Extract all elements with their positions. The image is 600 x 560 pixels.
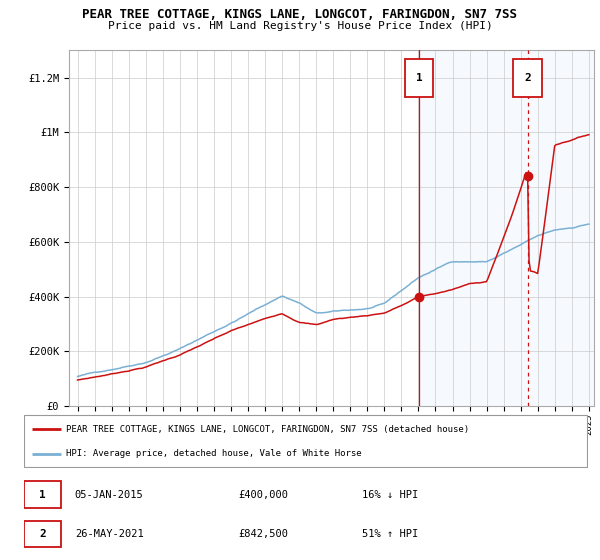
Text: 2: 2 bbox=[39, 529, 46, 539]
Text: Price paid vs. HM Land Registry's House Price Index (HPI): Price paid vs. HM Land Registry's House … bbox=[107, 21, 493, 31]
FancyBboxPatch shape bbox=[24, 520, 61, 548]
Text: 1: 1 bbox=[416, 73, 422, 83]
Text: 05-JAN-2015: 05-JAN-2015 bbox=[75, 490, 143, 500]
Bar bbox=[419, 50, 600, 406]
Text: 26-MAY-2021: 26-MAY-2021 bbox=[75, 529, 143, 539]
FancyBboxPatch shape bbox=[514, 59, 542, 97]
Text: PEAR TREE COTTAGE, KINGS LANE, LONGCOT, FARINGDON, SN7 7SS: PEAR TREE COTTAGE, KINGS LANE, LONGCOT, … bbox=[83, 8, 517, 21]
FancyBboxPatch shape bbox=[24, 415, 587, 467]
Text: £842,500: £842,500 bbox=[238, 529, 289, 539]
Text: PEAR TREE COTTAGE, KINGS LANE, LONGCOT, FARINGDON, SN7 7SS (detached house): PEAR TREE COTTAGE, KINGS LANE, LONGCOT, … bbox=[66, 425, 469, 434]
Text: 51% ↑ HPI: 51% ↑ HPI bbox=[362, 529, 419, 539]
FancyBboxPatch shape bbox=[405, 59, 433, 97]
Text: £400,000: £400,000 bbox=[238, 490, 289, 500]
Text: 2: 2 bbox=[524, 73, 531, 83]
Text: 1: 1 bbox=[39, 490, 46, 500]
FancyBboxPatch shape bbox=[24, 482, 61, 508]
Text: 16% ↓ HPI: 16% ↓ HPI bbox=[362, 490, 419, 500]
Text: HPI: Average price, detached house, Vale of White Horse: HPI: Average price, detached house, Vale… bbox=[66, 449, 362, 458]
